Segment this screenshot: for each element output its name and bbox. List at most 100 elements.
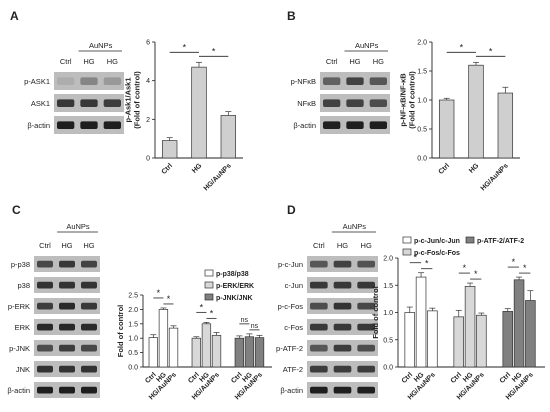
blot-label: c-Jun bbox=[285, 281, 303, 290]
blot-label: p-JNK bbox=[9, 344, 30, 353]
blot-band bbox=[346, 77, 364, 85]
bar bbox=[158, 309, 169, 368]
lane-label: HG bbox=[83, 57, 94, 66]
blot-band bbox=[310, 260, 328, 268]
y-tick-label: 2 bbox=[146, 117, 150, 124]
y-tick-label: 0 bbox=[146, 156, 150, 163]
blot-band bbox=[346, 121, 364, 129]
y-tick-label: 1.5 bbox=[128, 321, 138, 328]
blot-label: ERK bbox=[15, 323, 30, 332]
blot-band bbox=[323, 77, 341, 85]
blot-band bbox=[346, 99, 364, 107]
bar bbox=[497, 92, 514, 159]
blot-label: p-ASK1 bbox=[24, 77, 50, 86]
panel-letter: C bbox=[12, 203, 21, 217]
y-tick-label: 1.0 bbox=[417, 98, 427, 105]
blot-band bbox=[37, 281, 53, 289]
blot-band bbox=[57, 99, 75, 107]
x-tick-label: Ctrl bbox=[161, 162, 175, 176]
significance-label: * bbox=[157, 288, 161, 298]
y-tick-label: 2.5 bbox=[128, 293, 138, 300]
legend-swatch bbox=[204, 293, 214, 301]
y-axis-label-line: (Fold of control) bbox=[133, 71, 142, 129]
blot-band bbox=[310, 281, 328, 289]
y-axis-label-line: Fold of control bbox=[116, 305, 125, 358]
y-tick-label: 0.0 bbox=[128, 365, 138, 372]
bar bbox=[244, 336, 255, 368]
blot-band bbox=[357, 260, 375, 268]
blot-band bbox=[357, 302, 375, 310]
bar bbox=[438, 99, 455, 159]
blot-band bbox=[81, 365, 97, 373]
legend-label: p-c-Fos/c-Fos bbox=[414, 250, 460, 257]
chart-B: 0.0 0.5 1.0 1.5 2.0 p-NF-κB/NF-κB(Fold of con… bbox=[399, 40, 520, 192]
panel-letter: B bbox=[287, 9, 296, 23]
bar bbox=[513, 279, 525, 368]
blot-band bbox=[59, 386, 75, 394]
blot-band bbox=[333, 260, 352, 268]
bar bbox=[404, 312, 416, 368]
bar bbox=[453, 316, 465, 368]
blot-band bbox=[357, 365, 375, 373]
bar bbox=[191, 66, 207, 159]
y-axis-label-line: (Fold of control) bbox=[408, 71, 417, 129]
blot-band bbox=[333, 365, 352, 373]
blot-band bbox=[57, 77, 75, 85]
lane-label: Ctrl bbox=[60, 57, 72, 66]
y-axis-label: Fold of control bbox=[116, 305, 125, 358]
significance-label: * bbox=[212, 46, 216, 56]
blot-band bbox=[333, 386, 352, 394]
significance-label: ns bbox=[251, 323, 259, 330]
significance-label: * bbox=[512, 257, 516, 267]
blot-band bbox=[369, 121, 387, 129]
blot-band bbox=[323, 99, 341, 107]
treatment-label: AuNPs bbox=[343, 222, 367, 231]
bar bbox=[211, 334, 222, 368]
x-tick-label: Ctrl bbox=[450, 371, 464, 385]
blot-band bbox=[333, 344, 352, 352]
x-tick-label: Ctrl bbox=[438, 162, 452, 176]
blot-band bbox=[37, 260, 53, 268]
blot-band bbox=[103, 121, 121, 129]
lane-label: HG bbox=[83, 241, 94, 250]
bar bbox=[525, 300, 536, 368]
blot-label: p38 bbox=[17, 281, 30, 290]
lane-label: HG bbox=[107, 57, 118, 66]
bar bbox=[464, 285, 476, 368]
x-tick-label: Ctrl bbox=[499, 371, 513, 385]
blot-band bbox=[103, 77, 121, 85]
lane-label: HG bbox=[373, 57, 384, 66]
y-axis-label-line: p-Ask1/Ask1 bbox=[124, 77, 133, 122]
legend-swatch bbox=[204, 281, 214, 289]
y-tick-label: 1.5 bbox=[417, 69, 427, 76]
blot-band bbox=[81, 386, 97, 394]
y-tick-label: 1.5 bbox=[383, 283, 393, 290]
blot-band bbox=[59, 365, 75, 373]
bar bbox=[201, 323, 212, 368]
significance-label: * bbox=[460, 42, 464, 52]
blot-label: β-actin bbox=[280, 386, 303, 395]
blot-label: p-p38 bbox=[11, 260, 30, 269]
blot-band bbox=[310, 365, 328, 373]
blot-band bbox=[357, 386, 375, 394]
legend: p-c-Jun/c-Jun p-c-Fos/c-Fos p-ATF-2/ATF-2 bbox=[402, 236, 524, 257]
legend-swatch bbox=[465, 236, 475, 244]
lane-label: Ctrl bbox=[313, 241, 325, 250]
bar bbox=[476, 314, 487, 368]
blot-band bbox=[81, 302, 97, 310]
lane-label: Ctrl bbox=[39, 241, 51, 250]
blot-band bbox=[37, 344, 53, 352]
legend-label: p-c-Jun/c-Jun bbox=[414, 238, 460, 245]
blot-label: β-actin bbox=[27, 121, 50, 130]
bar bbox=[191, 337, 201, 368]
significance-label: * bbox=[183, 42, 187, 52]
y-tick-label: 1.0 bbox=[128, 336, 138, 343]
significance-label: * bbox=[425, 259, 429, 269]
bar bbox=[502, 311, 514, 368]
bar bbox=[148, 337, 158, 368]
significance-label: * bbox=[200, 302, 204, 312]
panel-letter: A bbox=[10, 9, 19, 23]
y-axis-label-line: p-NF-κB/NF-κB bbox=[399, 73, 408, 127]
blot-band bbox=[81, 323, 97, 331]
